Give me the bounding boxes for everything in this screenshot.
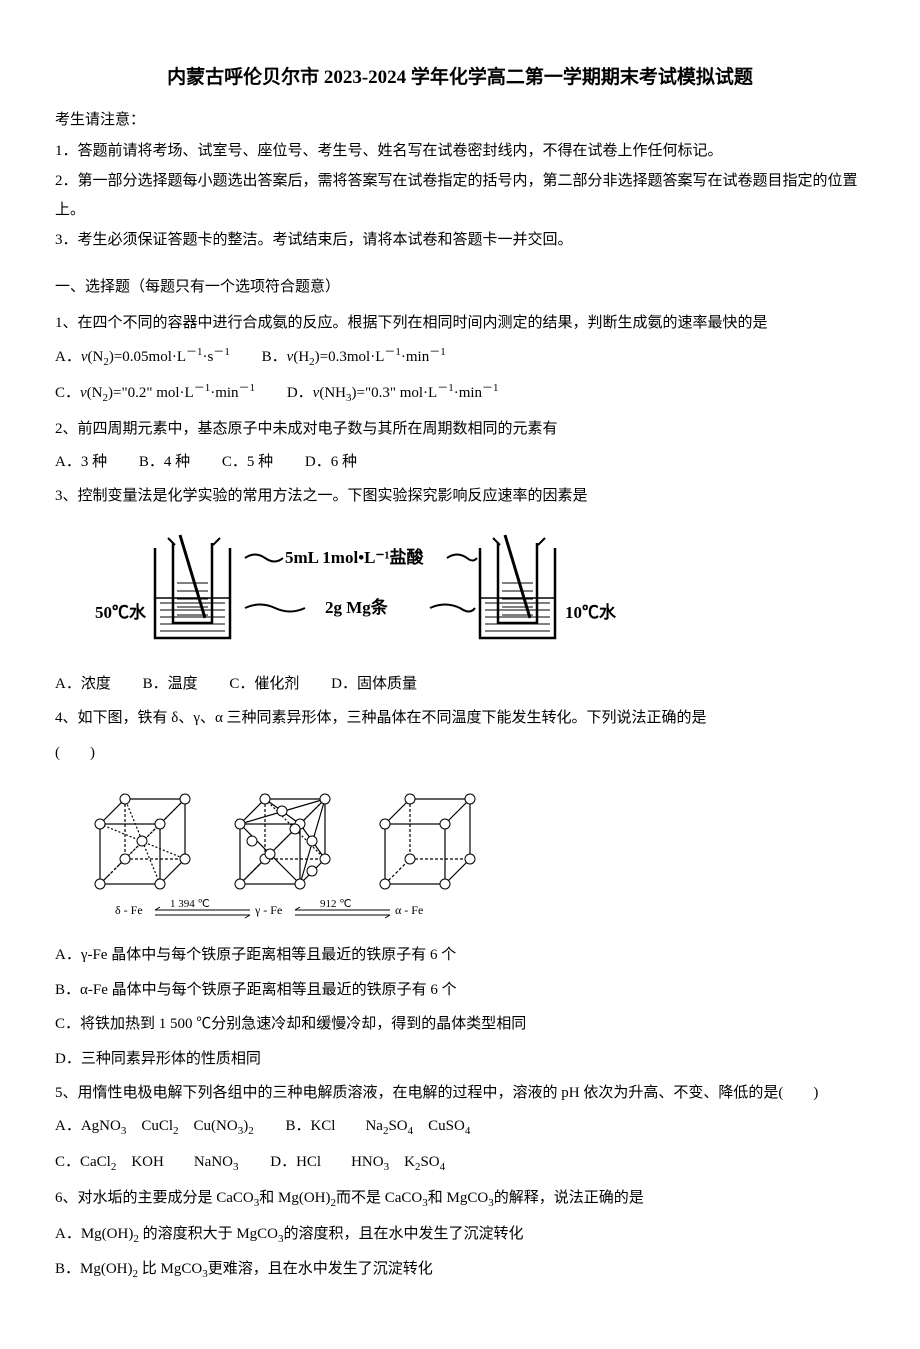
q3-optA: A．浓度	[55, 670, 111, 699]
notice-2: 2．第一部分选择题每小题选出答案后，需将答案写在试卷指定的括号内，第二部分非选择…	[55, 167, 865, 224]
q4-optA: A．γ-Fe 晶体中与每个铁原子距离相等且最近的铁原子有 6 个	[55, 941, 865, 970]
q2-optC: C．5 种	[222, 448, 273, 477]
section-1-header: 一、选择题（每题只有一个选项符合题意）	[55, 273, 865, 302]
q1-optB: B．v(H2)=0.3mol·L－1·min－1	[262, 349, 446, 365]
delta-label: δ - Fe	[115, 903, 143, 917]
q5-optD: D．HCl HNO3 K2SO4	[270, 1154, 445, 1170]
q5-optA: A．AgNO3 CuCl2 Cu(NO3)2	[55, 1118, 254, 1134]
q5-optB: B．KCl Na2SO4 CuSO4	[285, 1118, 470, 1134]
notice-header: 考生请注意：	[55, 106, 865, 135]
notice-3: 3．考生必须保证答题卡的整洁。考试结束后，请将本试卷和答题卡一并交回。	[55, 226, 865, 255]
q2-optB: B．4 种	[139, 448, 190, 477]
q4-optC: C．将铁加热到 1 500 ℃分别急速冷却和缓慢冷却，得到的晶体类型相同	[55, 1010, 865, 1039]
temp1-label: 1 394 ℃	[170, 898, 210, 910]
q3-options: A．浓度 B．温度 C．催化剂 D．固体质量	[55, 670, 865, 699]
q5-options-line2: C．CaCl2 KOH NaNO3 D．HCl HNO3 K2SO4	[55, 1148, 865, 1178]
question-6: 6、对水垢的主要成分是 CaCO3和 Mg(OH)2而不是 CaCO3和 MgC…	[55, 1184, 865, 1214]
q2-optA: A．3 种	[55, 448, 107, 477]
question-4-paren: ( )	[55, 739, 865, 768]
q3-optB: B．温度	[143, 670, 198, 699]
q1-options-line2: C．v(N2)="0.2" mol·L－1·min－1 D．v(NH3)="0.…	[55, 378, 865, 409]
q1-optC: C．v(N2)="0.2" mol·L－1·min－1	[55, 385, 255, 401]
q2-optD: D．6 种	[305, 448, 357, 477]
q3-diagram: 50℃水 10℃水 5mL 1mol•L⁻¹盐酸 2g Mg条	[85, 523, 865, 658]
gamma-label: γ - Fe	[254, 903, 282, 917]
q1-optD: D．v(NH3)="0.3" mol·L－1·min－1	[287, 385, 499, 401]
page-title: 内蒙古呼伦贝尔市 2023-2024 学年化学高二第一学期期末考试模拟试题	[55, 60, 865, 96]
alpha-label: α - Fe	[395, 903, 423, 917]
q3-optD: D．固体质量	[331, 670, 417, 699]
question-5: 5、用惰性电极电解下列各组中的三种电解质溶液，在电解的过程中，溶液的 pH 依次…	[55, 1079, 865, 1108]
question-2: 2、前四周期元素中，基态原子中未成对电子数与其所在周期数相同的元素有	[55, 415, 865, 444]
hcl-label: 5mL 1mol•L⁻¹盐酸	[285, 547, 425, 567]
q2-options: A．3 种 B．4 种 C．5 种 D．6 种	[55, 448, 865, 477]
notice-1: 1．答题前请将考场、试室号、座位号、考生号、姓名写在试卷密封线内，不得在试卷上作…	[55, 137, 865, 166]
q4-optB: B．α-Fe 晶体中与每个铁原子距离相等且最近的铁原子有 6 个	[55, 976, 865, 1005]
q4-optD: D．三种同素异形体的性质相同	[55, 1045, 865, 1074]
temp2-label: 912 ℃	[320, 898, 352, 910]
q1-options-line1: A．v(N2)=0.05mol·L－1·s－1 B．v(H2)=0.3mol·L…	[55, 342, 865, 373]
question-4: 4、如下图，铁有 δ、γ、α 三种同素异形体，三种晶体在不同温度下能发生转化。下…	[55, 704, 865, 733]
q3-optC: C．催化剂	[229, 670, 299, 699]
q5-optC: C．CaCl2 KOH NaNO3	[55, 1154, 239, 1170]
q1-optA: A．v(N2)=0.05mol·L－1·s－1	[55, 349, 230, 365]
question-1: 1、在四个不同的容器中进行合成氨的反应。根据下列在相同时间内测定的结果，判断生成…	[55, 309, 865, 338]
left-temp-label: 50℃水	[95, 602, 147, 622]
q5-options-line1: A．AgNO3 CuCl2 Cu(NO3)2 B．KCl Na2SO4 CuSO…	[55, 1112, 865, 1142]
question-3: 3、控制变量法是化学实验的常用方法之一。下图实验探究影响反应速率的因素是	[55, 482, 865, 511]
mg-label: 2g Mg条	[325, 597, 389, 617]
right-temp-label: 10℃水	[565, 602, 617, 622]
q4-diagram: δ - Fe γ - Fe α - Fe 1 394 ℃ 912 ℃	[85, 779, 865, 929]
q6-optB: B．Mg(OH)2 比 MgCO3更难溶，且在水中发生了沉淀转化	[55, 1255, 865, 1285]
q6-optA: A．Mg(OH)2 的溶度积大于 MgCO3的溶度积，且在水中发生了沉淀转化	[55, 1220, 865, 1250]
